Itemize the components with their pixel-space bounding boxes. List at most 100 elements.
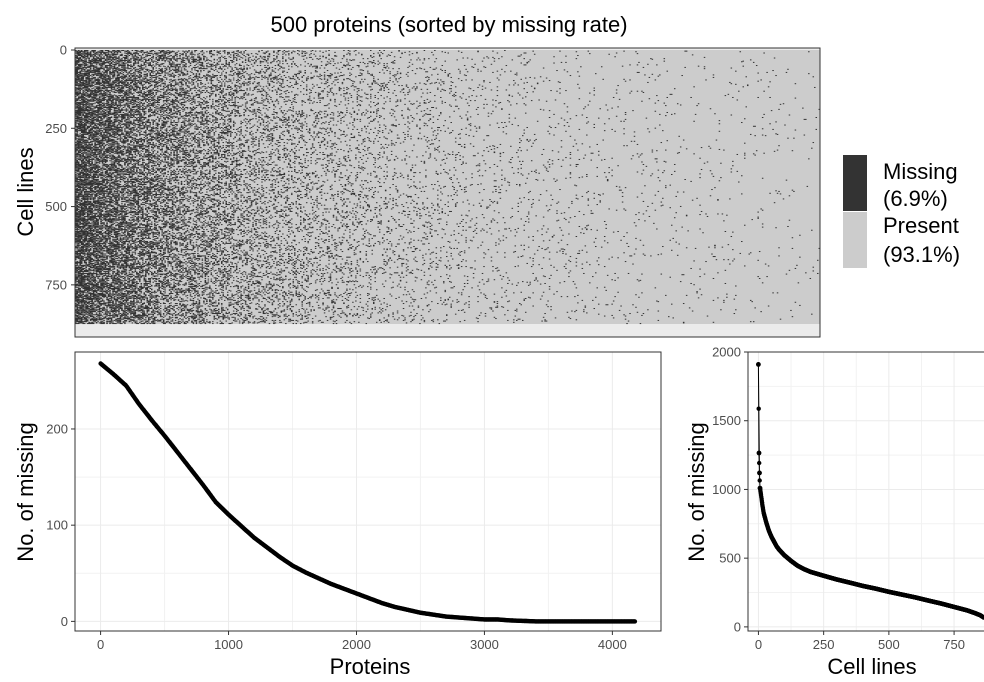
heatmap-missing-cell bbox=[210, 60, 213, 62]
heatmap-missing-cell bbox=[763, 90, 765, 92]
heatmap-missing-cell bbox=[210, 90, 216, 92]
heatmap-missing-cell bbox=[216, 110, 219, 112]
heatmap-missing-cell bbox=[349, 78, 351, 80]
heatmap-missing-cell bbox=[238, 65, 242, 67]
heatmap-missing-cell bbox=[103, 73, 105, 75]
heatmap-missing-cell bbox=[130, 76, 132, 78]
heatmap-missing-cell bbox=[171, 73, 174, 75]
heatmap-missing-cell bbox=[215, 112, 217, 113]
heatmap-missing-cell bbox=[283, 75, 286, 77]
heatmap-missing-cell bbox=[267, 101, 269, 103]
heatmap-missing-cell bbox=[156, 63, 159, 65]
heatmap-missing-cell bbox=[79, 72, 81, 74]
heatmap-missing-cell bbox=[237, 70, 239, 72]
heatmap-missing-cell bbox=[115, 84, 117, 86]
heatmap-missing-cell bbox=[97, 90, 101, 92]
heatmap-missing-cell bbox=[174, 90, 178, 92]
heatmap-missing-cell bbox=[514, 73, 517, 75]
heatmap-missing-cell bbox=[197, 70, 199, 72]
heatmap-missing-cell bbox=[137, 127, 140, 129]
heatmap-missing-cell bbox=[155, 73, 162, 75]
heatmap-missing-cell bbox=[413, 103, 415, 105]
heatmap-missing-cell bbox=[150, 97, 154, 99]
heatmap-missing-cell bbox=[146, 55, 151, 57]
heatmap-missing-cell bbox=[152, 122, 154, 124]
heatmap-missing-cell bbox=[101, 71, 104, 73]
heatmap-missing-cell bbox=[311, 77, 314, 79]
heatmap-missing-cell bbox=[234, 85, 238, 87]
heatmap-missing-cell bbox=[632, 110, 634, 112]
heatmap-missing-cell bbox=[92, 130, 95, 132]
heatmap-missing-cell bbox=[158, 77, 160, 79]
heatmap-missing-cell bbox=[207, 62, 210, 64]
heatmap-missing-cell bbox=[294, 63, 296, 65]
heatmap-missing-cell bbox=[264, 75, 266, 77]
heatmap-missing-cell bbox=[152, 123, 154, 125]
heatmap-missing-cell bbox=[77, 102, 81, 104]
heatmap-missing-cell bbox=[156, 103, 159, 105]
heatmap-missing-cell bbox=[246, 88, 248, 90]
heatmap-missing-cell bbox=[158, 119, 160, 121]
heatmap-missing-cell bbox=[174, 52, 177, 54]
heatmap-missing-cell bbox=[232, 128, 235, 130]
heatmap-missing-cell bbox=[82, 86, 89, 88]
heatmap-missing-cell bbox=[75, 110, 81, 112]
heatmap-missing-cell bbox=[595, 73, 597, 75]
heatmap-missing-cell bbox=[629, 64, 631, 66]
heatmap-missing-cell bbox=[134, 56, 138, 58]
heatmap-missing-cell bbox=[103, 91, 105, 93]
heatmap-missing-cell bbox=[139, 127, 146, 129]
heatmap-missing-cell bbox=[368, 104, 371, 106]
heatmap-missing-cell bbox=[88, 104, 93, 106]
heatmap-missing-cell bbox=[185, 82, 187, 84]
heatmap-missing-cell bbox=[161, 124, 166, 126]
heatmap-missing-cell bbox=[393, 116, 396, 118]
heatmap-missing-cell bbox=[92, 125, 95, 127]
heatmap-missing-cell bbox=[133, 83, 137, 85]
heatmap-missing-cell bbox=[207, 127, 210, 129]
heatmap-missing-cell bbox=[356, 97, 359, 99]
heatmap-missing-cell bbox=[232, 55, 235, 57]
heatmap-missing-cell bbox=[118, 56, 120, 58]
heatmap-missing-cell bbox=[375, 109, 378, 111]
heatmap-missing-cell bbox=[152, 112, 154, 114]
heatmap-missing-cell bbox=[152, 96, 156, 98]
heatmap-missing-cell bbox=[79, 106, 83, 108]
heatmap-missing-cell bbox=[297, 76, 299, 78]
heatmap-missing-cell bbox=[143, 83, 146, 85]
heatmap-missing-cell bbox=[225, 105, 227, 107]
heatmap-missing-cell bbox=[118, 100, 120, 102]
heatmap-missing-cell bbox=[361, 53, 363, 55]
heatmap-missing-cell bbox=[182, 78, 184, 80]
heatmap-missing-cell bbox=[201, 120, 204, 122]
heatmap-missing-cell bbox=[246, 127, 248, 129]
heatmap-missing-cell bbox=[176, 93, 180, 95]
heatmap-missing-cell bbox=[437, 87, 439, 89]
heatmap-missing-cell bbox=[104, 77, 107, 79]
heatmap-missing-cell bbox=[133, 123, 137, 125]
heatmap-missing-cell bbox=[198, 59, 202, 61]
heatmap-missing-cell bbox=[246, 107, 248, 109]
heatmap-missing-cell bbox=[314, 55, 317, 57]
heatmap-missing-cell bbox=[80, 130, 87, 132]
heatmap-missing-cell bbox=[94, 52, 99, 54]
heatmap-missing-cell bbox=[75, 112, 83, 113]
heatmap-missing-cell bbox=[502, 127, 505, 129]
heatmap-missing-cell bbox=[216, 50, 219, 52]
heatmap-missing-cell bbox=[89, 63, 93, 65]
heatmap-missing-cell bbox=[353, 50, 356, 52]
heatmap-missing-cell bbox=[265, 95, 268, 97]
heatmap-missing-cell bbox=[340, 122, 342, 124]
heatmap-missing-cell bbox=[167, 88, 169, 90]
heatmap-missing-cell bbox=[80, 60, 84, 62]
heatmap-missing-cell bbox=[165, 120, 169, 122]
heatmap-missing-cell bbox=[156, 128, 159, 130]
heatmap-missing-cell bbox=[115, 101, 117, 103]
heatmap-missing-cell bbox=[282, 53, 284, 55]
heatmap-missing-cell bbox=[703, 68, 706, 70]
heatmap-missing-cell bbox=[413, 86, 415, 88]
heatmap-missing-cell bbox=[241, 61, 244, 63]
heatmap-missing-cell bbox=[316, 84, 318, 86]
heatmap-missing-cell bbox=[149, 75, 156, 77]
heatmap-missing-cell bbox=[171, 125, 175, 127]
